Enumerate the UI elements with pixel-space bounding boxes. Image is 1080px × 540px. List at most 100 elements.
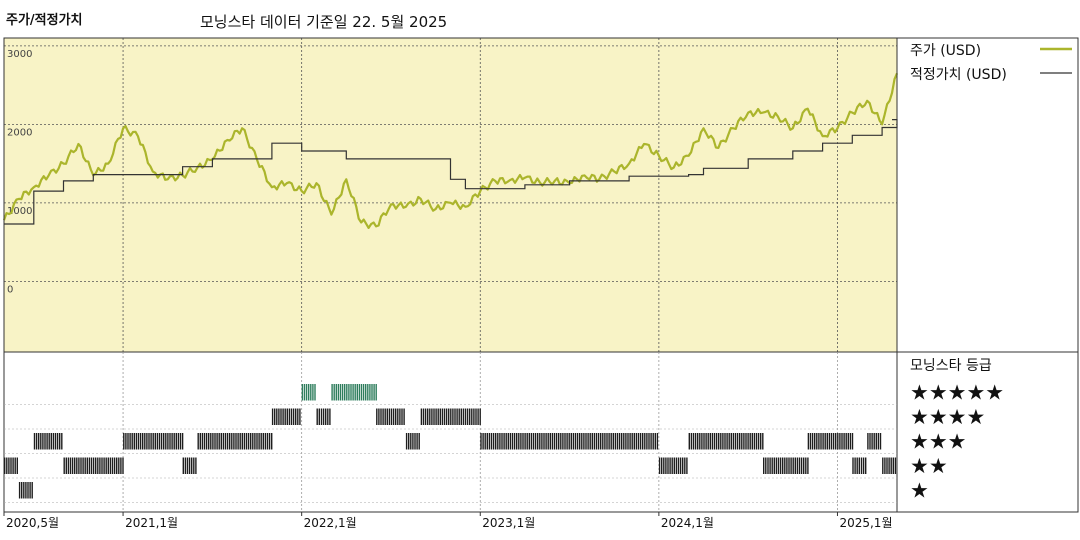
rating-bar-tick (184, 457, 187, 474)
rating-bar-tick (818, 433, 820, 450)
rating-bar-tick (362, 384, 365, 401)
rating-bar-tick (566, 433, 568, 450)
rating-bar-tick (562, 433, 564, 450)
rating-bar-tick (650, 433, 652, 450)
rating-bar-tick (633, 433, 635, 450)
rating-segment (182, 457, 197, 474)
rating-bar-tick (271, 433, 273, 450)
rating-bar-tick (579, 433, 581, 450)
rating-bar-tick (205, 433, 208, 450)
rating-bar-tick (303, 384, 306, 401)
rating-bar-tick (271, 408, 274, 425)
rating-bar-tick (608, 433, 610, 450)
rating-bar-tick (137, 433, 140, 450)
legend-label-price: 주가 (USD) (910, 43, 981, 59)
rating-bar-tick (720, 433, 722, 450)
rating-bar-tick (597, 433, 600, 450)
rating-bar-tick (76, 457, 78, 474)
rating-bar-tick (437, 408, 439, 425)
rating-bar-tick (507, 433, 509, 450)
rating-segment (331, 384, 377, 401)
rating-bar-tick (410, 433, 412, 450)
x-tick-label: 2025,1월 (839, 516, 892, 530)
rating-bar-tick (316, 408, 318, 425)
rating-bar-tick (195, 457, 197, 474)
rating-bar-tick (142, 433, 144, 450)
rating-bar-tick (543, 433, 545, 450)
rating-bar-tick (549, 433, 551, 450)
rating-bar-tick (524, 433, 526, 450)
rating-bar-tick (570, 433, 572, 450)
rating-bar-tick (241, 433, 243, 450)
rating-bar-tick (247, 433, 250, 450)
rating-bar-tick (27, 482, 29, 499)
rating-bar-tick (203, 433, 206, 450)
rating-bar-tick (33, 433, 36, 450)
rating-bar-tick (148, 433, 150, 450)
rating-bar-tick (276, 408, 278, 425)
rating-bar-tick (518, 433, 520, 450)
rating-panel-title: 모닝스타 등급 (910, 358, 992, 374)
rating-bar-tick (367, 384, 369, 401)
rating-bar-tick (443, 408, 446, 425)
rating-bar-tick (637, 433, 640, 450)
rating-bar-tick (547, 433, 549, 450)
rating-bar-tick (786, 457, 788, 474)
rating-bar-tick (35, 433, 38, 450)
rating-bar-tick (333, 384, 335, 401)
rating-bar-tick (78, 457, 80, 474)
rating-bar-tick (558, 433, 560, 450)
rating-bar-tick (574, 433, 577, 450)
rating-bar-tick (513, 433, 516, 450)
rating-bar-tick (243, 433, 246, 450)
rating-bar-tick (348, 384, 350, 401)
legend: 주가 (USD) 적정가치 (USD) (910, 43, 1072, 83)
rating-bar-tick (38, 433, 40, 450)
rating-bar-tick (327, 408, 329, 425)
rating-bar-tick (160, 433, 163, 450)
rating-bar-tick (482, 433, 484, 450)
rating-bar-tick (890, 457, 892, 474)
rating-bar-tick (358, 384, 361, 401)
rating-bar-tick (841, 433, 843, 450)
rating-bar-tick (715, 433, 718, 450)
rating-bar-tick (782, 457, 784, 474)
rating-bar-tick (231, 433, 233, 450)
rating-segment (316, 408, 331, 425)
rating-bar-tick (418, 433, 420, 450)
rating-bar-tick (31, 482, 33, 499)
rating-bar-tick (705, 433, 707, 450)
rating-bar-tick (337, 384, 340, 401)
rating-bar-tick (52, 433, 55, 450)
rating-bar-tick (127, 433, 129, 450)
rating-bar-tick (175, 433, 177, 450)
rating-bar-tick (779, 457, 782, 474)
rating-bar-tick (843, 433, 845, 450)
rating-bar-tick (679, 457, 682, 474)
rating-bar-tick (773, 457, 775, 474)
rating-segment (405, 433, 420, 450)
rating-bar-tick (188, 457, 191, 474)
rating-bar-tick (591, 433, 593, 450)
rating-bar-tick (86, 457, 88, 474)
rating-bar-tick (97, 457, 99, 474)
rating-bar-tick (644, 433, 646, 450)
rating-bar-tick (839, 433, 841, 450)
rating-bar-tick (784, 457, 786, 474)
rating-bar-tick (448, 408, 450, 425)
rating-bar-tick (879, 433, 882, 450)
rating-bar-tick (254, 433, 256, 450)
rating-bar-tick (800, 457, 803, 474)
rating-segment (882, 457, 897, 474)
rating-bar-tick (585, 433, 587, 450)
rating-bar-tick (186, 457, 189, 474)
rating-bar-tick (445, 408, 448, 425)
rating-bar-tick (747, 433, 749, 450)
rating-segment (658, 457, 688, 474)
rating-bar-tick (29, 482, 31, 499)
rating-bar-tick (501, 433, 503, 450)
rating-bar-tick (229, 433, 231, 450)
rating-bar-tick (763, 457, 765, 474)
rating-bar-tick (107, 457, 109, 474)
rating-bar-tick (888, 457, 890, 474)
